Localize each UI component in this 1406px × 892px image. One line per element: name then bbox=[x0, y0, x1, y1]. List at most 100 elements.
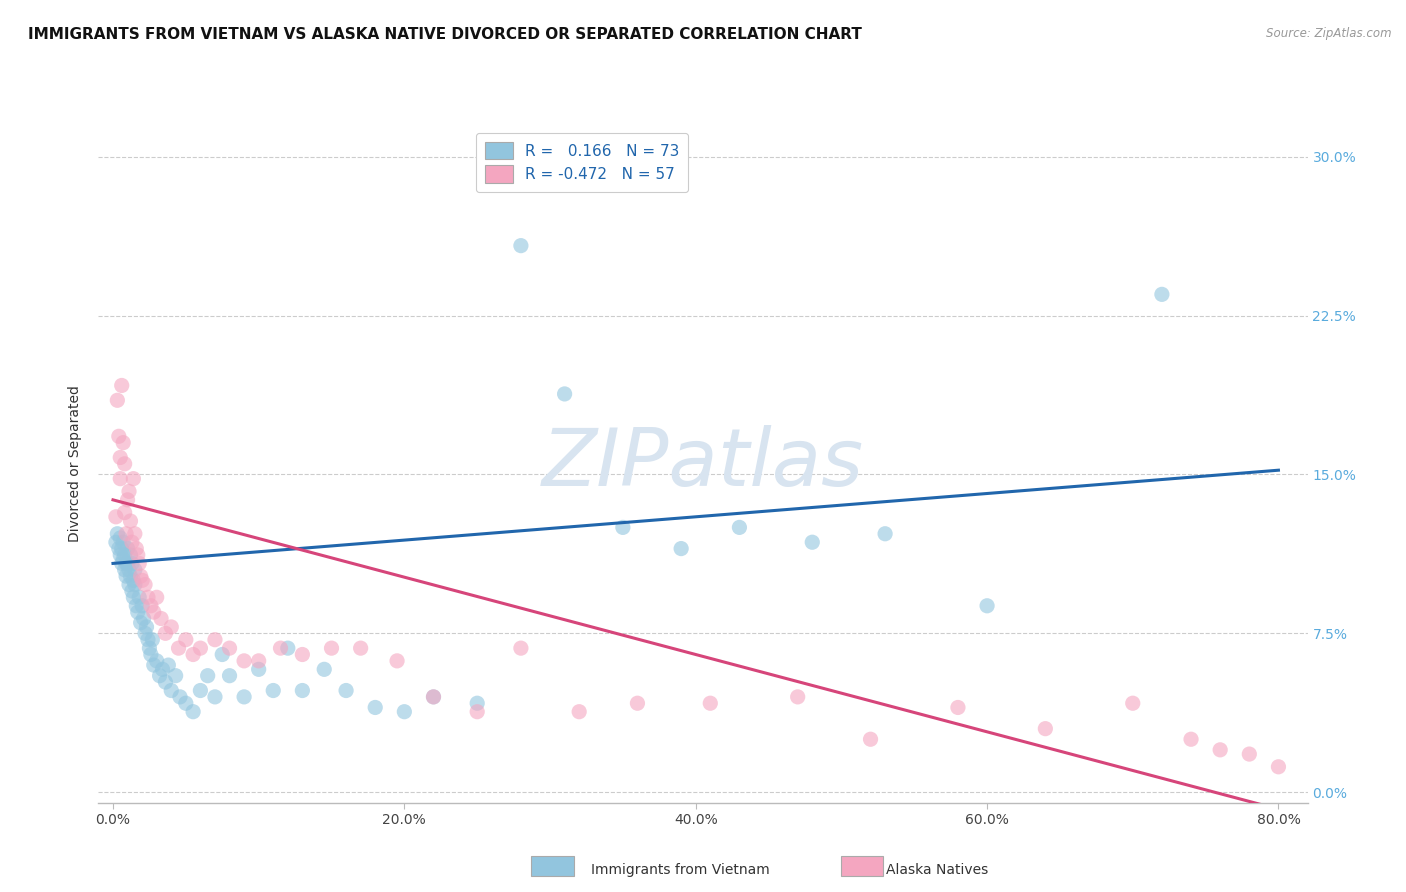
Point bbox=[262, 683, 284, 698]
Point bbox=[105, 526, 128, 541]
Point bbox=[121, 535, 143, 549]
Point bbox=[190, 641, 212, 656]
Point bbox=[127, 605, 149, 619]
Point bbox=[135, 620, 157, 634]
Point bbox=[291, 683, 314, 698]
Point bbox=[142, 605, 165, 619]
Point bbox=[364, 700, 387, 714]
Point bbox=[117, 557, 139, 571]
Point bbox=[350, 641, 373, 656]
Point bbox=[128, 557, 150, 571]
Point bbox=[118, 484, 141, 499]
Point bbox=[218, 669, 240, 683]
Text: Source: ZipAtlas.com: Source: ZipAtlas.com bbox=[1267, 27, 1392, 40]
Point bbox=[165, 669, 187, 683]
Point bbox=[218, 641, 240, 656]
Point bbox=[104, 535, 127, 549]
Point bbox=[112, 552, 135, 566]
Point bbox=[114, 548, 136, 562]
Point bbox=[118, 563, 141, 577]
Point bbox=[669, 541, 692, 556]
Point bbox=[976, 599, 998, 613]
Point bbox=[1267, 760, 1289, 774]
Point bbox=[181, 705, 204, 719]
Point bbox=[394, 705, 416, 719]
Text: Immigrants from Vietnam: Immigrants from Vietnam bbox=[591, 863, 769, 877]
Point bbox=[117, 492, 139, 507]
Point bbox=[155, 675, 177, 690]
Point bbox=[1209, 743, 1232, 757]
Point bbox=[211, 648, 233, 662]
Point bbox=[321, 641, 343, 656]
Y-axis label: Divorced or Separated: Divorced or Separated bbox=[69, 385, 83, 542]
Point bbox=[626, 696, 648, 710]
Point bbox=[110, 472, 132, 486]
Point bbox=[114, 506, 136, 520]
Point bbox=[204, 632, 226, 647]
Point bbox=[134, 577, 156, 591]
Point bbox=[157, 658, 180, 673]
Point bbox=[136, 632, 159, 647]
Point bbox=[134, 626, 156, 640]
Point bbox=[422, 690, 444, 704]
Point bbox=[155, 626, 177, 640]
Point bbox=[612, 520, 634, 534]
Point bbox=[233, 690, 256, 704]
Point bbox=[118, 577, 141, 591]
Point bbox=[108, 541, 131, 556]
Point bbox=[121, 557, 143, 571]
Point bbox=[1150, 287, 1173, 301]
Point bbox=[111, 557, 134, 571]
Point bbox=[169, 690, 191, 704]
Point bbox=[314, 662, 336, 676]
Point bbox=[150, 611, 173, 625]
Point bbox=[131, 599, 153, 613]
Point bbox=[127, 548, 149, 562]
Point bbox=[120, 514, 142, 528]
Point bbox=[142, 658, 165, 673]
Point bbox=[111, 541, 134, 556]
Point bbox=[699, 696, 721, 710]
Point bbox=[247, 654, 270, 668]
Point bbox=[946, 700, 969, 714]
Point bbox=[181, 648, 204, 662]
Point bbox=[554, 387, 576, 401]
Point bbox=[138, 641, 160, 656]
Point bbox=[1122, 696, 1144, 710]
Point bbox=[174, 632, 197, 647]
Text: IMMIGRANTS FROM VIETNAM VS ALASKA NATIVE DIVORCED OR SEPARATED CORRELATION CHART: IMMIGRANTS FROM VIETNAM VS ALASKA NATIVE… bbox=[28, 27, 862, 42]
Point bbox=[110, 450, 132, 465]
Point bbox=[509, 641, 531, 656]
Point bbox=[122, 472, 145, 486]
Point bbox=[197, 669, 219, 683]
Point bbox=[110, 531, 132, 545]
Point bbox=[1033, 722, 1056, 736]
Point bbox=[335, 683, 357, 698]
Point bbox=[124, 563, 146, 577]
Point bbox=[120, 548, 142, 562]
Point bbox=[859, 732, 882, 747]
Point bbox=[422, 690, 444, 704]
Point bbox=[167, 641, 190, 656]
Point bbox=[801, 535, 824, 549]
Point bbox=[122, 574, 145, 588]
Point bbox=[121, 584, 143, 599]
Point bbox=[120, 569, 142, 583]
Point bbox=[114, 457, 136, 471]
Point bbox=[385, 654, 408, 668]
Point bbox=[728, 520, 751, 534]
Point bbox=[204, 690, 226, 704]
Point bbox=[125, 541, 148, 556]
Point bbox=[277, 641, 299, 656]
Point bbox=[112, 535, 135, 549]
Point bbox=[786, 690, 808, 704]
Point bbox=[149, 669, 172, 683]
Point bbox=[129, 569, 152, 583]
Point bbox=[124, 577, 146, 591]
Point bbox=[124, 526, 146, 541]
Point bbox=[114, 563, 136, 577]
Point bbox=[139, 648, 162, 662]
Point bbox=[139, 599, 162, 613]
Point bbox=[465, 696, 488, 710]
Point bbox=[110, 548, 132, 562]
